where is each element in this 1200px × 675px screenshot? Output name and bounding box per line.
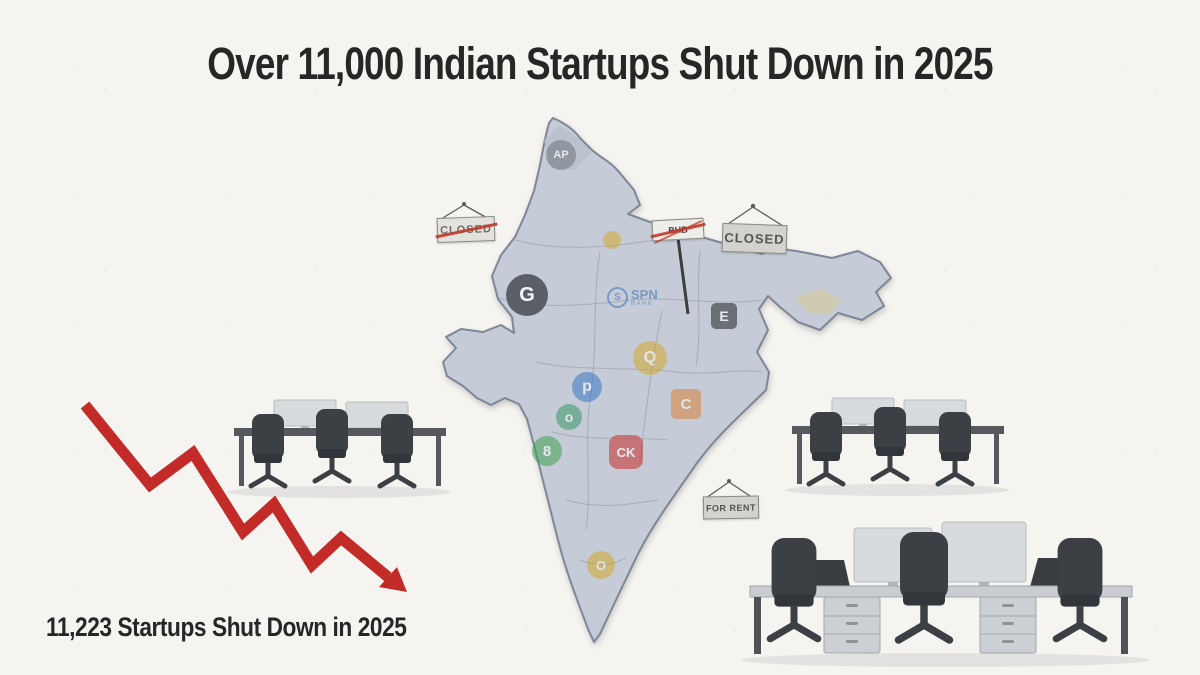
startup-logo-icon: CK [609, 435, 643, 469]
startup-logo-icon: o [556, 404, 582, 430]
for-rent-sign-label: FOR RENT [705, 502, 757, 513]
sign-pole [676, 237, 690, 315]
startup-logo-icon: C [671, 389, 701, 419]
decline-arrow-icon [80, 401, 407, 592]
startup-logo-icon: S SPN BANK [607, 287, 658, 308]
for-rent-sign: FOR RENT [702, 495, 760, 520]
drawer-pedestal [979, 596, 1037, 654]
office-scene-right [785, 398, 1009, 496]
startup-logo-icon: O [587, 551, 615, 579]
startup-logo-icon: p [572, 372, 602, 402]
closed-sign-right: CLOSED [721, 222, 788, 255]
startup-logo-icon: AP [546, 140, 576, 170]
startup-logo-icon: G [506, 274, 548, 316]
crossed-startup-sign: BHB [650, 217, 706, 244]
startup-logo-icon: 8 [532, 436, 562, 466]
ne-region-patch [796, 289, 841, 314]
startup-logo-icon: Q [633, 341, 667, 375]
sign-strings [440, 202, 784, 499]
page-title: Over 11,000 Indian Startups Shut Down in… [207, 38, 993, 89]
monitor-icon [941, 521, 1027, 583]
closed-sign-label: CLOSED [724, 229, 785, 248]
startup-logo-icon [603, 231, 621, 249]
stat-caption: 11,223 Startups Shut Down in 2025 [46, 612, 407, 642]
closed-sign-left: CLOSED [435, 215, 498, 244]
spn-logo-mark: S [607, 287, 628, 308]
office-scene-left [227, 400, 451, 498]
startup-logo-icon: E [711, 303, 737, 329]
drawer-pedestal [823, 596, 881, 654]
spn-logo-sublabel: BANK [631, 301, 654, 307]
office-scene-large [740, 521, 1150, 667]
spn-logo-label: SPN [631, 287, 658, 302]
